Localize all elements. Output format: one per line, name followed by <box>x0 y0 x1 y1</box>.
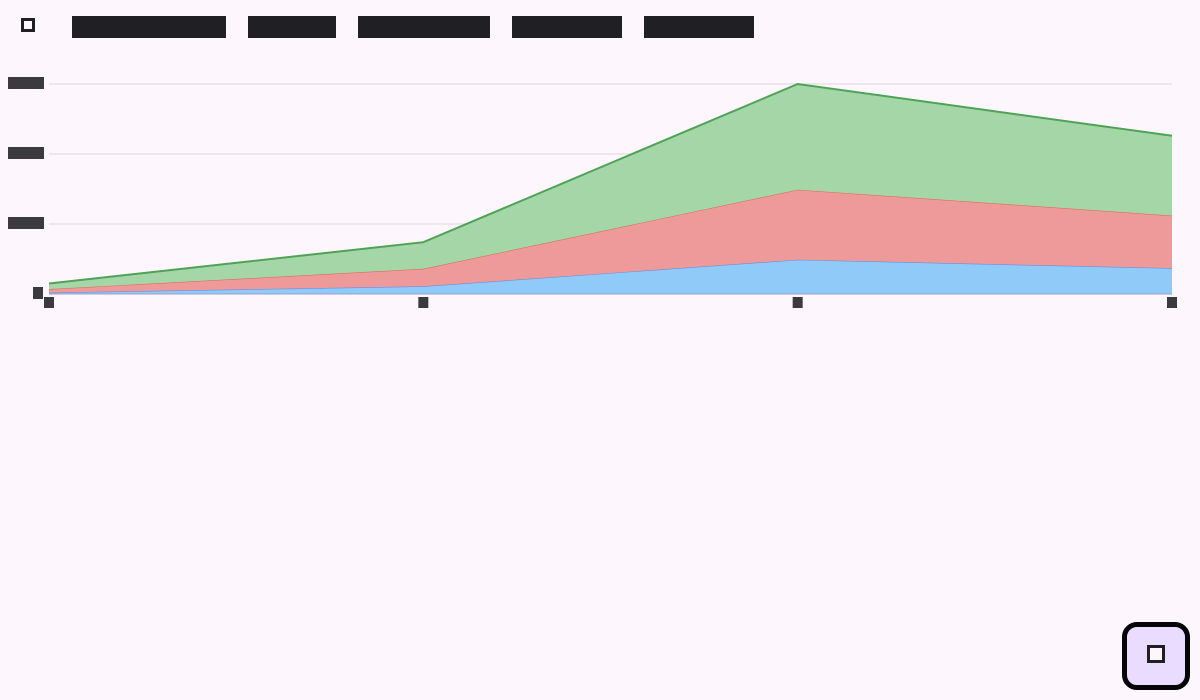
floating-action-button[interactable] <box>1122 622 1190 690</box>
square-icon <box>1147 645 1165 663</box>
tab-1[interactable] <box>72 16 226 38</box>
menu-toggle-button[interactable] <box>18 15 38 35</box>
y-tick-marker <box>33 287 43 299</box>
y-tick-marker <box>8 147 44 159</box>
x-tick-marker <box>1167 297 1177 308</box>
area-series-3 <box>49 84 1172 290</box>
top-toolbar <box>0 0 1200 56</box>
x-tick-marker <box>44 297 54 308</box>
area-series-1 <box>49 259 1172 294</box>
y-tick-marker <box>8 217 44 229</box>
x-tick-marker <box>792 297 803 308</box>
area-series-line-3 <box>48 82 1173 285</box>
tab-2[interactable] <box>248 16 336 38</box>
x-tick-marker <box>418 297 429 308</box>
stacked-area-chart <box>8 77 1177 308</box>
square-icon <box>21 18 35 32</box>
area-series-2 <box>49 189 1172 293</box>
tab-4[interactable] <box>512 16 622 38</box>
y-tick-marker <box>8 77 44 89</box>
tab-3[interactable] <box>358 16 490 38</box>
tab-5[interactable] <box>644 16 754 38</box>
